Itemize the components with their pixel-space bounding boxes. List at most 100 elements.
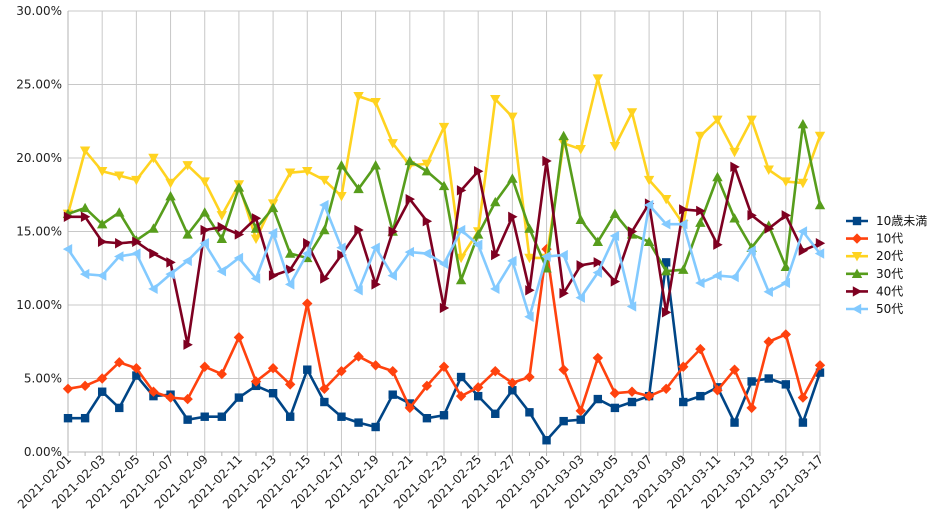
data-point <box>593 257 604 268</box>
data-point <box>421 380 433 392</box>
data-point <box>763 336 774 347</box>
data-point <box>798 245 809 256</box>
data-point <box>80 211 91 222</box>
data-point <box>200 224 210 236</box>
data-point <box>679 204 689 215</box>
data-point <box>712 115 723 125</box>
y-tick-label: 5.00% <box>24 372 62 386</box>
data-point <box>267 227 278 239</box>
data-point <box>62 243 73 255</box>
data-point <box>387 270 397 281</box>
data-point <box>421 166 433 176</box>
data-point <box>455 390 467 402</box>
data-point <box>576 415 585 424</box>
data-point <box>797 118 809 129</box>
data-point <box>114 207 125 217</box>
data-point <box>643 390 655 402</box>
data-point <box>336 242 346 253</box>
data-point <box>712 385 723 396</box>
data-point <box>626 301 637 312</box>
data-point <box>507 255 517 267</box>
data-point <box>421 159 433 170</box>
data-point <box>268 270 279 281</box>
data-point <box>575 292 585 303</box>
data-point <box>592 236 604 246</box>
data-point <box>609 208 621 219</box>
data-point <box>542 436 551 445</box>
data-point <box>780 277 791 289</box>
data-point <box>712 171 723 182</box>
data-point <box>661 307 672 318</box>
data-point <box>798 418 808 427</box>
y-tick-label: 0.00% <box>24 445 62 459</box>
data-point <box>696 205 706 217</box>
data-point <box>472 382 484 393</box>
data-point <box>284 379 296 390</box>
data-point <box>609 230 620 242</box>
data-point <box>183 339 193 350</box>
data-point <box>508 211 518 222</box>
data-point <box>438 122 450 133</box>
data-point <box>558 130 569 141</box>
data-point <box>422 413 432 423</box>
data-point <box>182 255 192 267</box>
data-point <box>781 380 791 389</box>
data-point <box>182 393 193 405</box>
data-point <box>422 216 433 227</box>
data-point <box>643 175 655 186</box>
data-point <box>404 155 416 166</box>
data-point <box>490 196 501 207</box>
data-point <box>525 408 534 417</box>
data-point <box>217 412 227 421</box>
legend-marker <box>852 286 863 297</box>
data-point <box>149 248 159 259</box>
data-point <box>438 361 450 372</box>
data-point <box>473 391 483 401</box>
data-point <box>319 224 330 235</box>
legend-item: 10歳未満 <box>846 214 927 228</box>
data-point <box>559 416 568 426</box>
data-point <box>284 248 296 258</box>
data-point <box>131 363 142 374</box>
series-5 <box>63 155 826 350</box>
data-point <box>438 258 449 270</box>
data-point <box>370 97 381 108</box>
data-point <box>713 239 723 250</box>
data-point <box>472 229 484 239</box>
data-point <box>405 193 416 205</box>
data-point <box>576 260 586 271</box>
data-point <box>319 383 330 394</box>
legend: 10歳未満 10代 20代 30代 40代 50代 <box>846 214 927 316</box>
data-point <box>507 173 518 183</box>
data-point <box>815 368 825 377</box>
data-point <box>491 409 500 418</box>
data-point <box>165 191 176 201</box>
data-point <box>524 371 535 383</box>
data-point <box>575 405 586 417</box>
data-point <box>284 168 296 178</box>
data-point <box>473 166 484 177</box>
legend-label: 20代 <box>876 249 903 263</box>
data-point <box>507 112 518 123</box>
data-point <box>234 393 244 402</box>
data-point <box>780 177 792 187</box>
legend-label: 50代 <box>876 302 903 316</box>
data-point <box>216 233 228 244</box>
data-point <box>217 221 228 233</box>
data-point <box>490 365 501 377</box>
data-point <box>131 248 141 259</box>
data-point <box>182 161 193 171</box>
legend-marker <box>851 303 862 315</box>
series-layer <box>62 74 826 445</box>
data-point <box>114 251 124 262</box>
series-1 <box>63 258 825 445</box>
data-point <box>678 264 689 274</box>
data-point <box>541 243 552 255</box>
data-point <box>525 285 535 296</box>
data-point <box>695 277 705 289</box>
data-point <box>679 397 688 407</box>
data-point <box>780 329 792 340</box>
data-point <box>610 403 620 413</box>
data-point <box>592 267 603 278</box>
